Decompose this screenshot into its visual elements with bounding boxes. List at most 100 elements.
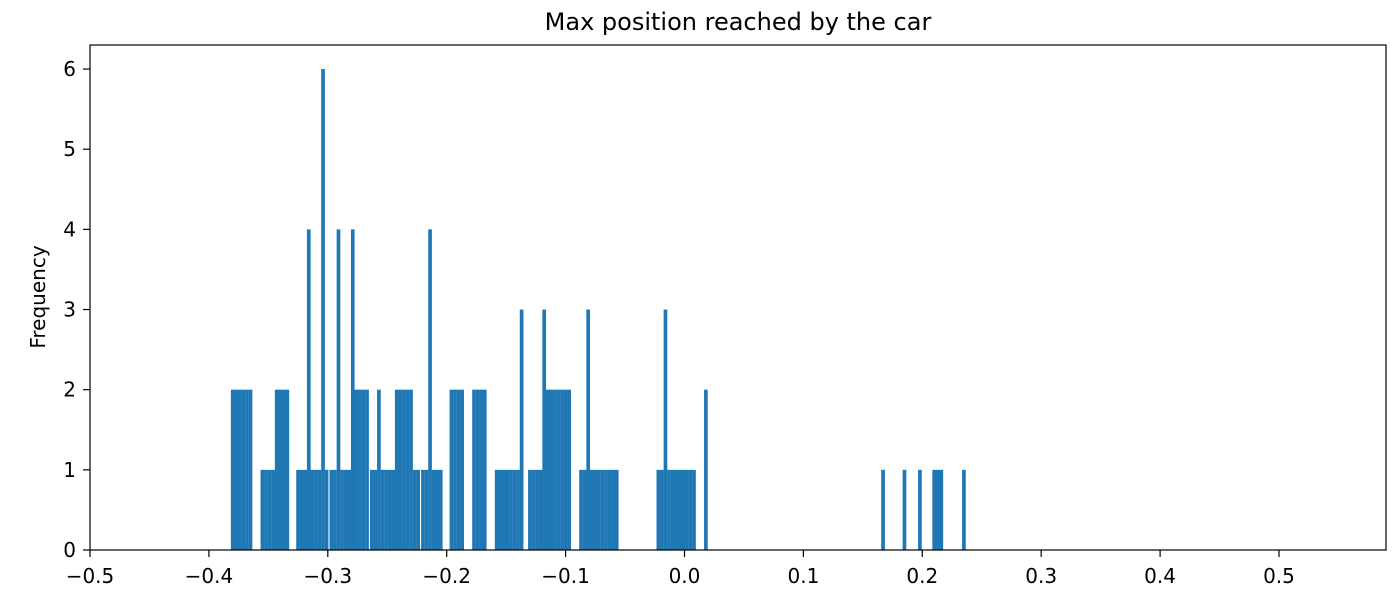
histogram-bar — [365, 389, 369, 550]
x-tick-label: 0.0 — [669, 564, 701, 588]
histogram-bar — [538, 469, 543, 550]
histogram-bar — [685, 469, 689, 550]
histogram-bar — [416, 469, 420, 550]
y-tick-label: 0 — [63, 538, 76, 562]
histogram-bar — [677, 469, 682, 550]
histogram-bar — [340, 469, 344, 550]
histogram-bar — [688, 469, 693, 550]
histogram-bar — [512, 469, 517, 550]
histogram-bar — [237, 389, 242, 550]
histogram-bar — [501, 469, 506, 550]
histogram-bar — [667, 469, 671, 550]
histogram-bar — [482, 389, 487, 550]
histogram-bar — [516, 469, 520, 550]
histogram-bar — [299, 469, 304, 550]
y-tick-label: 3 — [63, 298, 76, 322]
histogram-bar — [535, 469, 539, 550]
histogram-bar — [556, 389, 561, 550]
histogram-bar — [663, 309, 668, 550]
histogram-bar — [881, 469, 885, 550]
histogram-bar — [962, 469, 966, 550]
x-tick-label: 0.1 — [787, 564, 819, 588]
histogram-bar — [494, 469, 499, 550]
histogram-bar — [593, 469, 598, 550]
histogram-bar — [528, 469, 532, 550]
histogram-bar — [274, 389, 279, 550]
histogram-bar — [611, 469, 615, 550]
histogram-bar — [545, 389, 550, 550]
histogram-bar — [607, 469, 612, 550]
x-tick-label: 0.4 — [1144, 564, 1176, 588]
histogram-bar — [336, 229, 341, 550]
histogram-bar — [361, 389, 366, 550]
histogram-bar — [567, 389, 572, 550]
y-tick-label: 4 — [63, 217, 76, 241]
histogram-bar — [431, 469, 436, 550]
histogram-bar — [310, 469, 315, 550]
histogram-bar — [932, 469, 937, 550]
y-tick-label: 6 — [63, 57, 76, 81]
y-tick-label: 5 — [63, 137, 76, 161]
histogram-bar — [435, 469, 440, 550]
histogram-bar — [498, 469, 503, 550]
histogram-bar — [475, 389, 480, 550]
histogram-bar — [674, 469, 679, 550]
histogram-bar — [234, 389, 239, 550]
histogram-bar — [248, 389, 253, 550]
histogram-bar — [681, 469, 686, 550]
histogram-bar — [453, 389, 457, 550]
bars-group — [230, 69, 966, 551]
histogram-bar — [260, 469, 265, 550]
histogram-bar — [449, 389, 454, 550]
x-tick-label: 0.5 — [1263, 564, 1295, 588]
histogram-bar — [604, 469, 608, 550]
histogram-bar — [296, 469, 300, 550]
ticks-group: −0.5 −0.4 −0.3 −0.2 −0.1 0.0 0.1 0.2 0.3 0.4 0.5 0 1… — [63, 57, 1295, 588]
x-tick-label: 0.3 — [1025, 564, 1057, 588]
y-axis-title: Frequency — [26, 245, 50, 348]
histogram-bar — [935, 469, 940, 550]
histogram-bar — [241, 389, 246, 550]
x-tick-label: −0.2 — [422, 564, 471, 588]
histogram-bar — [245, 389, 249, 550]
histogram-bar — [271, 469, 275, 550]
histogram-bar — [369, 469, 374, 550]
histogram-bar — [278, 389, 283, 550]
histogram-bar — [563, 389, 568, 550]
histogram-bar — [333, 469, 337, 550]
histogram-bar — [939, 469, 944, 550]
histogram-bar — [281, 389, 286, 550]
histogram-bar — [380, 469, 385, 550]
histogram-bar — [479, 389, 484, 550]
histogram-bar — [586, 309, 591, 550]
chart-title: Max position reached by the car — [545, 8, 932, 36]
histogram-bar — [405, 389, 410, 550]
histogram-bar — [314, 469, 318, 550]
histogram-bar — [589, 469, 594, 550]
histogram-bar — [347, 469, 352, 550]
histogram-bar — [358, 389, 362, 550]
x-tick-label: −0.1 — [541, 564, 590, 588]
histogram-bar — [306, 229, 311, 550]
histogram-bar — [398, 389, 403, 550]
histogram-bar — [409, 389, 413, 550]
histogram-bar — [394, 389, 399, 550]
histogram-bar — [424, 469, 429, 550]
histogram-bar — [350, 229, 355, 550]
histogram-bar — [317, 469, 322, 550]
histogram-bar — [692, 469, 696, 550]
histogram-bar — [438, 469, 443, 550]
histogram-bar — [553, 389, 557, 550]
histogram-bar — [267, 469, 272, 550]
x-tick-label: −0.3 — [304, 564, 353, 588]
histogram-bar — [456, 389, 461, 550]
histogram-bar — [384, 469, 388, 550]
histogram-bar — [918, 469, 922, 550]
histogram-bar — [600, 469, 605, 550]
histogram-bar — [597, 469, 601, 550]
histogram-bar — [303, 469, 308, 550]
histogram-bar — [321, 69, 325, 551]
histogram-bar — [579, 469, 583, 550]
y-tick-label: 1 — [63, 458, 76, 482]
